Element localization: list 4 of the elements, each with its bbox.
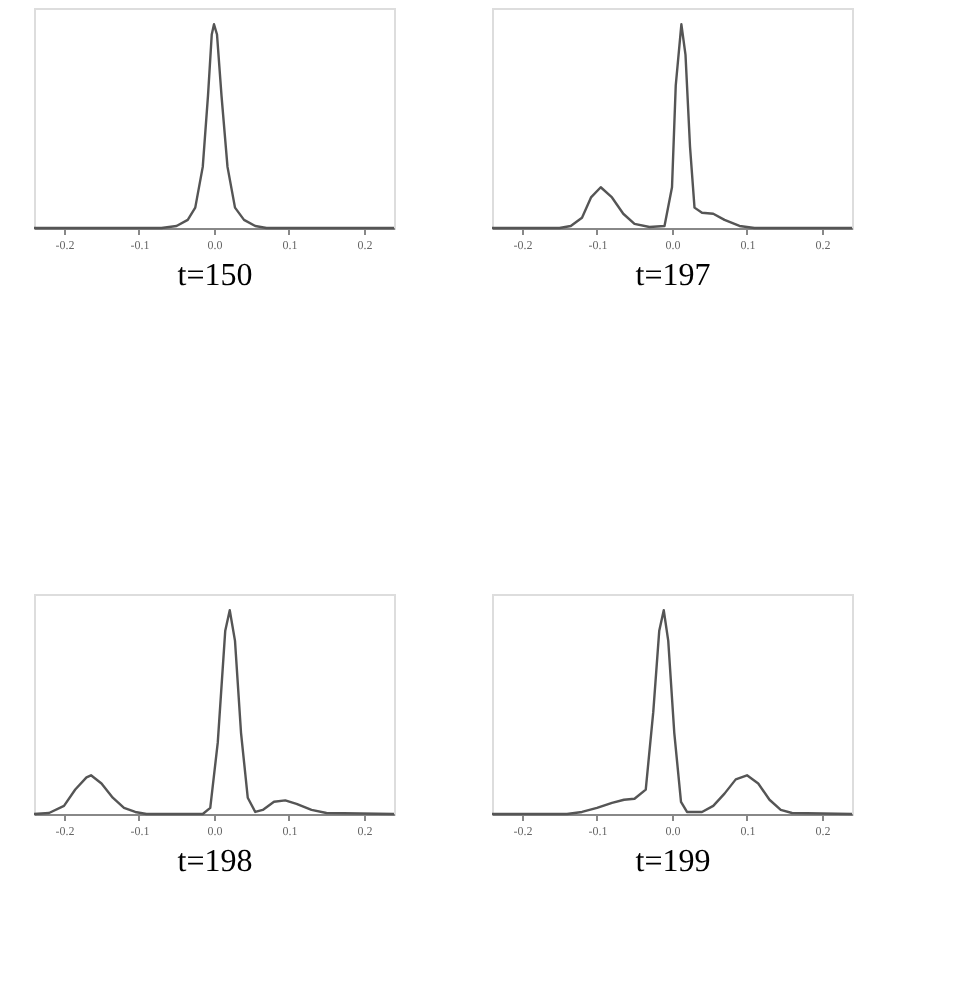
x-axis-title: t=198 bbox=[177, 845, 253, 879]
x-axis-title: t=197 bbox=[635, 259, 711, 293]
x-axis-title: t=150 bbox=[177, 259, 253, 293]
x-axis-title: t=199 bbox=[635, 845, 711, 879]
